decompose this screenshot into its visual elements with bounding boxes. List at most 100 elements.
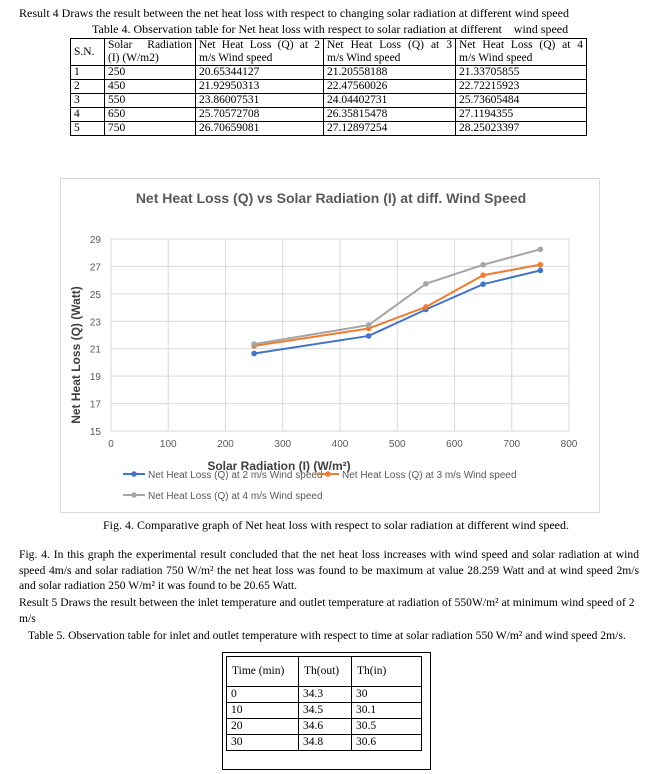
legend-marker [131, 492, 137, 498]
chart-title: Net Heat Loss (Q) vs Solar Radiation (I)… [136, 190, 526, 206]
table-cell: 750 [104, 121, 196, 136]
table-cell: 10 [226, 702, 299, 719]
y-tick-label: 23 [90, 317, 102, 328]
x-tick-label: 800 [561, 439, 578, 450]
x-tick-label: 200 [217, 439, 234, 450]
y-tick-label: 21 [90, 345, 102, 356]
table4-header-radiation: Solar Radiation (I) (W/m2) [104, 38, 196, 66]
table-cell: 30 [226, 734, 299, 751]
table-row: 5 750 26.70659081 27.12897254 28.2502339… [70, 121, 587, 136]
table-cell: 24.04402731 [323, 93, 456, 108]
table-cell: 23.86007531 [195, 93, 324, 108]
chart-legend: Net Heat Loss (Q) at 2 m/s Wind speed Net… [123, 470, 517, 502]
data-point [480, 281, 486, 287]
fig4-paragraph: Fig. 4. In this graph the experimental r… [19, 548, 639, 592]
table-cell: 4 [70, 107, 105, 122]
table-cell: 3 [70, 93, 105, 108]
legend-label: Net Heat Loss (Q) at 4 m/s Wind speed [148, 491, 323, 502]
x-tick-labels: 0 100 200 300 400 500 600 700 800 [108, 439, 578, 450]
y-tick-label: 15 [90, 427, 102, 438]
y-tick-label: 25 [90, 290, 102, 301]
table-cell: 250 [104, 65, 196, 80]
data-point [423, 304, 429, 310]
y-axis-label: Net Heat Loss (Q) (Watt) [69, 286, 83, 424]
table-row: 20 34.6 30.5 [226, 718, 422, 735]
table-cell: 21.33705855 [455, 65, 587, 80]
table-cell: 30.1 [351, 702, 422, 719]
table-cell: 28.25023397 [455, 121, 587, 136]
table5-header-row: Time (min) Th(out) Th(in) [226, 656, 422, 687]
result4-text: Result 4 Draws the result between the ne… [19, 6, 569, 20]
table-cell: 21.20558188 [323, 65, 456, 80]
x-axis-label: Solar Radiation (I) (W/m²) [207, 459, 350, 473]
table4: S.N. Solar Radiation (I) (W/m2) Net Heat … [70, 38, 587, 136]
data-point [537, 261, 544, 268]
table-row: 3 550 23.86007531 24.04402731 25.7360548… [70, 93, 587, 108]
table-cell: 1 [70, 65, 105, 80]
table-cell: 30 [351, 686, 422, 703]
table4-header-q3: Net Heat Loss (Q) at 3 m/s Wind speed [323, 38, 456, 66]
table5-header-thin: Th(in) [351, 656, 422, 687]
table4-header-sn: S.N. [70, 38, 105, 66]
table-cell: 25.73605484 [455, 93, 587, 108]
table-cell: 27.12897254 [323, 121, 456, 136]
table5-frame [222, 652, 431, 770]
table-cell: 30.6 [351, 734, 422, 751]
table-cell: 21.92950313 [195, 79, 324, 94]
table-row: 0 34.3 30 [226, 686, 422, 703]
table4-header-q4: Net Heat Loss (Q) at 4 m/s Wind speed [455, 38, 587, 66]
legend-label: Net Heat Loss (Q) at 2 m/s Wind speed [148, 470, 323, 481]
table-row: 30 34.8 30.6 [226, 734, 422, 751]
data-point [423, 280, 429, 287]
data-point [480, 261, 486, 268]
table-row: 1 250 20.65344127 21.20558188 21.3370585… [70, 65, 587, 80]
table-cell: 0 [226, 686, 299, 703]
x-tick-label: 500 [389, 439, 406, 450]
table-row: 4 650 25.70572708 26.35815478 27.1194355 [70, 107, 587, 122]
table-cell: 22.72215923 [455, 79, 587, 94]
table4-header-row: S.N. Solar Radiation (I) (W/m2) Net Heat … [70, 38, 587, 66]
line-chart: Net Heat Loss (Q) vs Solar Radiation (I)… [69, 190, 578, 502]
table-cell: 30.5 [351, 718, 422, 735]
table-cell: 550 [104, 93, 196, 108]
table-cell: 27.1194355 [455, 107, 587, 122]
legend-marker [325, 471, 331, 477]
table-cell: 650 [104, 107, 196, 122]
x-tick-label: 600 [446, 439, 463, 450]
table-cell: 20.65344127 [195, 65, 324, 80]
data-point [251, 350, 257, 357]
x-tick-label: 300 [274, 439, 291, 450]
x-tick-label: 100 [160, 439, 177, 450]
chart-grid [110, 238, 570, 432]
table5: Time (min) Th(out) Th(in) 0 34.3 30 10 3… [226, 656, 422, 751]
data-point [365, 322, 372, 328]
y-tick-label: 17 [90, 400, 102, 411]
data-point [537, 246, 544, 253]
table-cell: 20 [226, 718, 299, 735]
y-tick-label: 27 [90, 262, 102, 273]
table4-header-q2: Net Heat Loss (Q) at 2 m/s Wind speed [195, 38, 324, 66]
table-cell: 34.6 [298, 718, 352, 735]
table-cell: 450 [104, 79, 196, 94]
chart-container: Net Heat Loss (Q) vs Solar Radiation (I)… [60, 178, 600, 513]
data-point [480, 272, 486, 279]
data-point [537, 267, 544, 274]
legend-label: Net Heat Loss (Q) at 3 m/s Wind speed [342, 470, 517, 481]
table-cell: 34.8 [298, 734, 352, 751]
table-cell: 26.70659081 [195, 121, 324, 136]
y-tick-label: 29 [90, 235, 102, 246]
y-tick-label: 19 [90, 372, 102, 383]
table-cell: 2 [70, 79, 105, 94]
table4-caption: Table 4. Observation table for Net heat … [92, 22, 569, 36]
table-row: 2 450 21.92950313 22.47560026 22.7221592… [70, 79, 587, 94]
x-tick-label: 0 [108, 439, 114, 450]
legend-marker [131, 471, 137, 477]
x-tick-label: 400 [332, 439, 349, 450]
table-cell: 25.70572708 [195, 107, 324, 122]
table-cell: 22.47560026 [323, 79, 456, 94]
table-cell: 34.5 [298, 702, 352, 719]
result5-text: Result 5 Draws the result between the in… [19, 596, 635, 625]
fig4-caption: Fig. 4. Comparative graph of Net heat lo… [103, 518, 569, 532]
chart-series [251, 246, 544, 357]
table5-header-thout: Th(out) [298, 656, 352, 687]
